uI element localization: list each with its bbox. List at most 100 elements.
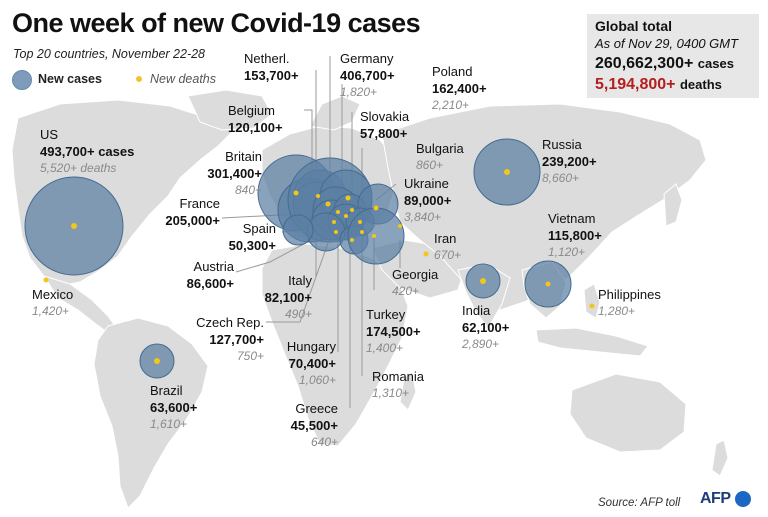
country-deaths: 1,280+ <box>598 304 636 318</box>
label-italy: Italy 82,100+ 490+ <box>250 272 312 323</box>
country-deaths: 1,820+ <box>340 85 378 99</box>
country-deaths: 420+ <box>392 284 420 298</box>
country-cases: 406,700+ <box>340 68 395 83</box>
country-name: Netherl. <box>244 51 290 66</box>
country-deaths: 8,660+ <box>542 171 580 185</box>
country-deaths: 670+ <box>434 248 462 262</box>
afp-logo-icon <box>735 491 751 507</box>
dot-poland <box>345 195 351 201</box>
country-cases: 239,200+ <box>542 154 597 169</box>
dot-russia <box>504 169 510 175</box>
country-name: India <box>462 303 491 318</box>
country-name: Britain <box>225 149 262 164</box>
scandinavia-landmass <box>309 95 361 131</box>
country-cases: 301,400+ <box>207 166 262 181</box>
country-name: Romania <box>372 369 425 384</box>
global-cases: 260,662,300+ cases <box>595 55 734 73</box>
country-deaths: 2,890+ <box>462 337 500 351</box>
country-name: Turkey <box>366 307 406 322</box>
country-deaths: 1,610+ <box>150 417 188 431</box>
new-zealand-landmass <box>711 439 729 477</box>
global-deaths: 5,194,800+ deaths <box>595 76 722 94</box>
madagascar-landmass <box>399 371 417 411</box>
country-deaths: 1,400+ <box>366 341 404 355</box>
country-name: Mexico <box>32 287 74 302</box>
dot-germany <box>325 201 331 207</box>
global-cases-unit: cases <box>697 56 734 71</box>
label-russia: Russia 239,200+ 8,660+ <box>542 136 597 187</box>
country-name: Vietnam <box>548 211 596 226</box>
country-name: Slovakia <box>360 109 410 124</box>
country-cases: 82,100+ <box>264 290 312 305</box>
label-belgium: Belgium 120,100+ <box>228 102 283 136</box>
label-spain: Spain 50,300+ <box>210 220 276 254</box>
label-georgia: Georgia 420+ <box>392 266 438 300</box>
dot-netherlands <box>316 194 320 198</box>
indonesia-landmass <box>535 327 649 357</box>
country-name: US <box>40 127 59 142</box>
country-name: Iran <box>434 231 457 246</box>
country-deaths: 490+ <box>284 307 312 321</box>
country-name: Greece <box>295 401 338 416</box>
label-us: US 493,700+ cases 5,520+ deaths <box>40 126 134 177</box>
dot-brazil <box>154 358 160 364</box>
label-greece: Greece 45,500+ 640+ <box>272 400 338 451</box>
source-credit: Source: AFP toll <box>598 497 681 509</box>
country-cases: 63,600+ <box>150 400 198 415</box>
dot-georgia <box>398 224 402 228</box>
country-cases: 50,300+ <box>228 238 276 253</box>
label-britain: Britain 301,400+ 840+ <box>196 148 262 199</box>
death-dots <box>43 169 595 364</box>
map-subtitle: Top 20 countries, November 22-28 <box>13 47 206 61</box>
label-czech: Czech Rep. 127,700+ 750+ <box>188 314 264 365</box>
country-name: France <box>179 196 220 211</box>
label-hungary: Hungary 70,400+ 1,060+ <box>268 338 336 389</box>
bubble-spain <box>282 214 314 246</box>
asia-landmass <box>381 103 707 311</box>
label-ukraine: Ukraine 89,000+ 3,840+ <box>404 175 451 226</box>
country-cases: 57,800+ <box>360 126 408 141</box>
label-slovakia: Slovakia 57,800+ <box>360 108 409 142</box>
map-title: One week of new Covid-19 cases <box>12 8 421 38</box>
country-deaths: 1,310+ <box>372 386 410 400</box>
country-deaths: 1,060+ <box>298 373 336 387</box>
country-cases: 70,400+ <box>288 356 336 371</box>
country-name: Spain <box>242 221 276 236</box>
dot-ukraine <box>373 205 379 211</box>
country-cases: 86,600+ <box>186 276 234 291</box>
country-cases: 45,500+ <box>290 418 338 433</box>
dot-italy <box>334 230 338 234</box>
label-france: France 205,000+ <box>152 195 220 229</box>
country-deaths: 1,420+ <box>32 304 70 318</box>
legend-cases-label: New cases <box>38 72 102 86</box>
country-deaths: 1,120+ <box>548 245 586 259</box>
country-deaths: 2,210+ <box>432 98 470 112</box>
dot-vietnam <box>545 281 551 287</box>
dot-czech <box>336 210 340 214</box>
country-cases: 174,500+ <box>366 324 421 339</box>
country-cases: 493,700+ cases <box>40 144 135 159</box>
country-cases: 205,000+ <box>165 213 220 228</box>
label-philippines: Philippines 1,280+ <box>598 286 661 320</box>
country-name: Germany <box>340 51 394 66</box>
global-title: Global total <box>595 18 672 34</box>
australia-landmass <box>569 373 687 453</box>
leader-czech <box>266 225 335 323</box>
dot-mexico <box>43 277 49 283</box>
dot-romania <box>358 220 362 224</box>
label-iran: Iran 670+ <box>434 230 461 264</box>
label-poland: Poland 162,400+ 2,210+ <box>432 63 487 114</box>
label-romania: Romania 1,310+ <box>372 368 424 402</box>
country-cases: 89,000+ <box>404 193 452 208</box>
country-name: Ukraine <box>404 176 449 191</box>
country-deaths: 860+ <box>416 158 444 172</box>
country-name: Poland <box>432 64 473 79</box>
global-deaths-value: 5,194,800+ <box>595 76 676 93</box>
country-deaths: 5,520+ deaths <box>40 161 117 175</box>
country-name: Brazil <box>150 383 183 398</box>
label-brazil: Brazil 63,600+ 1,610+ <box>150 382 197 433</box>
country-cases: 162,400+ <box>432 81 487 96</box>
dot-us <box>71 223 77 229</box>
country-deaths: 750+ <box>236 349 264 363</box>
